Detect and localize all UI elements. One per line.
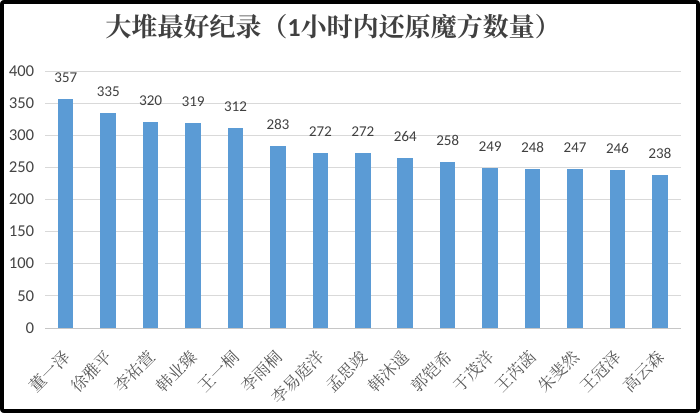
value-label: 264 (393, 128, 417, 147)
bar (439, 162, 456, 328)
value-label: 335 (96, 82, 120, 101)
value-label: 272 (308, 123, 332, 142)
value-label: 246 (605, 139, 629, 158)
y-gridline (44, 70, 681, 72)
value-label: 320 (139, 92, 162, 111)
y-gridline (44, 102, 681, 104)
value-label: 357 (54, 68, 78, 87)
value-label: 238 (648, 145, 672, 164)
y-gridline (44, 134, 681, 136)
value-label: 248 (521, 138, 544, 157)
y-axis-tick-label: 100 (8, 253, 34, 274)
bar (270, 146, 286, 328)
value-label: 258 (436, 132, 460, 151)
bar (100, 112, 116, 328)
bar (142, 122, 159, 328)
bar (227, 127, 244, 328)
bar (652, 175, 668, 328)
value-label: 249 (478, 138, 502, 157)
bar (609, 169, 626, 328)
bar (567, 169, 583, 328)
y-axis-tick-label: 200 (8, 189, 34, 210)
y-axis-tick-label: 50 (17, 285, 34, 306)
bar (57, 98, 74, 328)
bar (397, 158, 413, 328)
y-axis-tick-label: 250 (8, 157, 34, 178)
chart-title: 大堆最好纪录（1小时内还原魔方数量） (105, 11, 561, 43)
bar (355, 153, 371, 328)
y-axis-tick-label: 300 (8, 124, 34, 145)
bar (312, 153, 329, 328)
bar (482, 168, 498, 328)
value-label: 272 (351, 123, 375, 142)
bar (185, 123, 201, 328)
x-axis-line (44, 327, 681, 329)
value-label: 319 (181, 93, 205, 112)
y-axis-tick-label: 350 (8, 92, 34, 113)
value-label: 283 (266, 116, 290, 135)
y-axis-tick-label: 150 (8, 221, 34, 242)
value-label: 312 (224, 97, 247, 116)
value-label: 247 (563, 139, 587, 158)
y-axis-tick-label: 0 (25, 317, 34, 338)
bar (524, 168, 541, 328)
y-axis-tick-label: 400 (8, 60, 34, 81)
